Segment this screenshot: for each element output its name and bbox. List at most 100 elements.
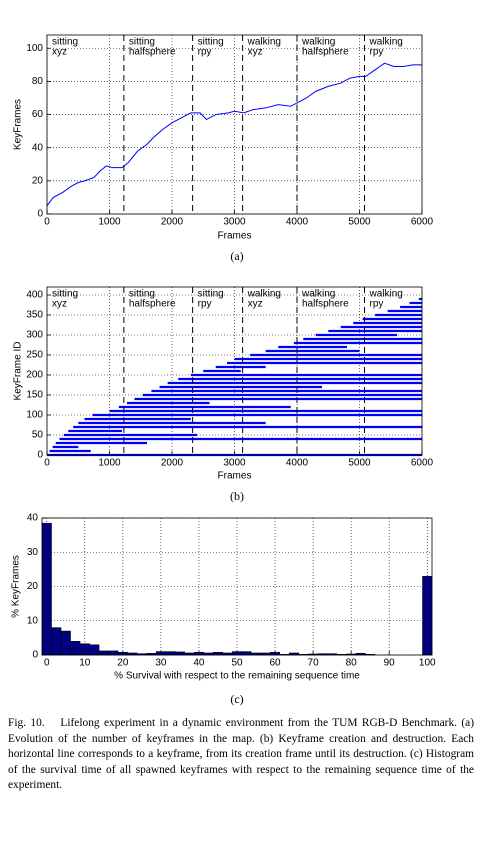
- histogram-bar: [89, 644, 100, 656]
- sequence-label: sitting: [198, 289, 224, 300]
- x-tick-label: 5000: [348, 458, 371, 469]
- sequence-label: halfsphere: [302, 47, 349, 58]
- y-tick-label: 300: [26, 330, 43, 341]
- y-tick-label: 40: [27, 513, 39, 524]
- x-tick-label: 30: [155, 658, 167, 669]
- sequence-label: rpy: [198, 47, 212, 58]
- y-tick-label: 60: [32, 109, 44, 120]
- histogram-bar: [231, 651, 243, 656]
- x-tick-label: 90: [384, 658, 396, 669]
- sequence-label: xyz: [52, 299, 67, 310]
- caption: Fig. 10. Lifelong experiment in a dynami…: [8, 717, 474, 792]
- x-tick-label: 6000: [411, 217, 434, 228]
- x-axis-label: Frames: [218, 231, 252, 242]
- x-tick-label: 20: [117, 658, 129, 669]
- y-tick-label: 50: [32, 430, 44, 441]
- sequence-label: halfsphere: [129, 47, 176, 58]
- y-axis-label: KeyFrames: [13, 99, 24, 150]
- y-tick-label: 40: [32, 142, 44, 153]
- y-tick-label: 10: [27, 615, 39, 626]
- histogram-bar: [70, 641, 81, 656]
- x-tick-label: 50: [231, 658, 243, 669]
- sequence-label: sitting: [129, 289, 155, 300]
- y-tick-label: 100: [26, 410, 43, 421]
- data-line: [46, 62, 422, 207]
- x-tick-label: 70: [308, 658, 320, 669]
- y-tick-label: 0: [37, 209, 43, 220]
- sequence-label: walking: [301, 37, 335, 48]
- plot-area: [47, 35, 422, 214]
- y-axis-label: % KeyFrames: [11, 555, 22, 618]
- histogram-bar: [98, 650, 109, 656]
- axes-box: [46, 34, 423, 215]
- panel-label: (a): [230, 249, 243, 263]
- sequence-label: sitting: [129, 37, 155, 48]
- x-tick-label: 0: [44, 658, 50, 669]
- sequence-label: xyz: [52, 47, 67, 58]
- sequence-label: halfsphere: [302, 299, 349, 310]
- histogram-bar: [155, 651, 166, 656]
- x-tick-label: 4000: [286, 458, 309, 469]
- x-tick-label: 0: [44, 458, 50, 469]
- histogram-bar: [193, 652, 204, 656]
- sequence-label: xyz: [248, 47, 263, 58]
- sequence-label: xyz: [248, 299, 263, 310]
- histogram-bar: [422, 575, 433, 656]
- x-tick-label: 1000: [98, 458, 121, 469]
- panel-label: (b): [230, 489, 244, 503]
- sequence-label: rpy: [370, 47, 384, 58]
- histogram-bar: [60, 630, 71, 656]
- x-tick-label: 60: [269, 658, 281, 669]
- y-tick-label: 150: [26, 390, 43, 401]
- x-tick-label: 6000: [411, 458, 434, 469]
- x-tick-label: 3000: [223, 458, 246, 469]
- sequence-label: walking: [247, 289, 281, 300]
- x-axis-label: Frames: [218, 471, 252, 482]
- sequence-label: halfsphere: [129, 299, 176, 310]
- histogram-bar: [51, 627, 62, 656]
- sequence-label: walking: [369, 37, 403, 48]
- y-tick-label: 100: [26, 43, 43, 54]
- x-tick-label: 5000: [348, 217, 371, 228]
- sequence-label: rpy: [198, 299, 212, 310]
- x-tick-label: 4000: [286, 217, 309, 228]
- sequence-label: sitting: [52, 37, 78, 48]
- sequence-label: sitting: [198, 37, 224, 48]
- y-tick-label: 200: [26, 370, 43, 381]
- histogram-bar: [79, 643, 90, 656]
- axes-box: [46, 286, 423, 456]
- y-tick-label: 20: [32, 175, 44, 186]
- x-tick-label: 2000: [161, 217, 184, 228]
- histogram-bar: [270, 652, 281, 656]
- y-tick-label: 350: [26, 310, 43, 321]
- histogram-bar: [212, 652, 223, 656]
- y-tick-label: 20: [27, 581, 39, 592]
- x-tick-label: 80: [346, 658, 358, 669]
- y-axis-label: KeyFrame ID: [13, 342, 24, 401]
- histogram-bar: [108, 650, 119, 656]
- panel-label: (c): [230, 692, 243, 706]
- sequence-label: sitting: [52, 289, 78, 300]
- x-axis-label: % Survival with respect to the remaining…: [114, 671, 360, 682]
- x-tick-label: 40: [193, 658, 205, 669]
- x-tick-label: 10: [79, 658, 91, 669]
- y-tick-label: 400: [26, 290, 43, 301]
- histogram-bar: [174, 651, 185, 656]
- y-tick-label: 0: [37, 450, 43, 461]
- x-tick-label: 0: [44, 217, 50, 228]
- histogram-bar: [117, 652, 128, 656]
- x-tick-label: 1000: [98, 217, 121, 228]
- y-tick-label: 80: [32, 76, 44, 87]
- x-tick-label: 3000: [223, 217, 246, 228]
- y-tick-label: 250: [26, 350, 43, 361]
- sequence-label: walking: [301, 289, 335, 300]
- x-tick-label: 100: [419, 658, 436, 669]
- histogram-bar: [165, 651, 176, 656]
- histogram-bar: [41, 522, 52, 656]
- y-tick-label: 0: [32, 650, 38, 661]
- sequence-label: walking: [247, 37, 281, 48]
- sequence-label: rpy: [370, 299, 384, 310]
- histogram-bar: [241, 651, 252, 656]
